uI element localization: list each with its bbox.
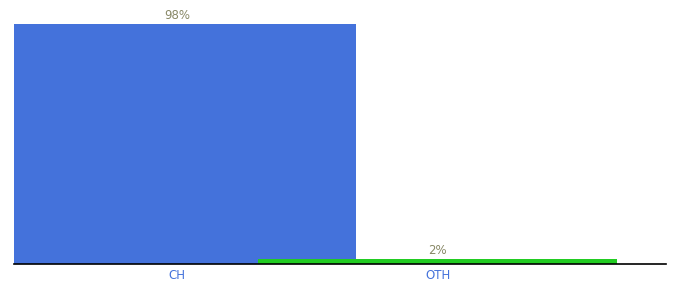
Text: 98%: 98% (164, 9, 190, 22)
Text: 2%: 2% (428, 244, 447, 257)
Bar (258, 259, 617, 264)
Bar (0, 24, 356, 264)
